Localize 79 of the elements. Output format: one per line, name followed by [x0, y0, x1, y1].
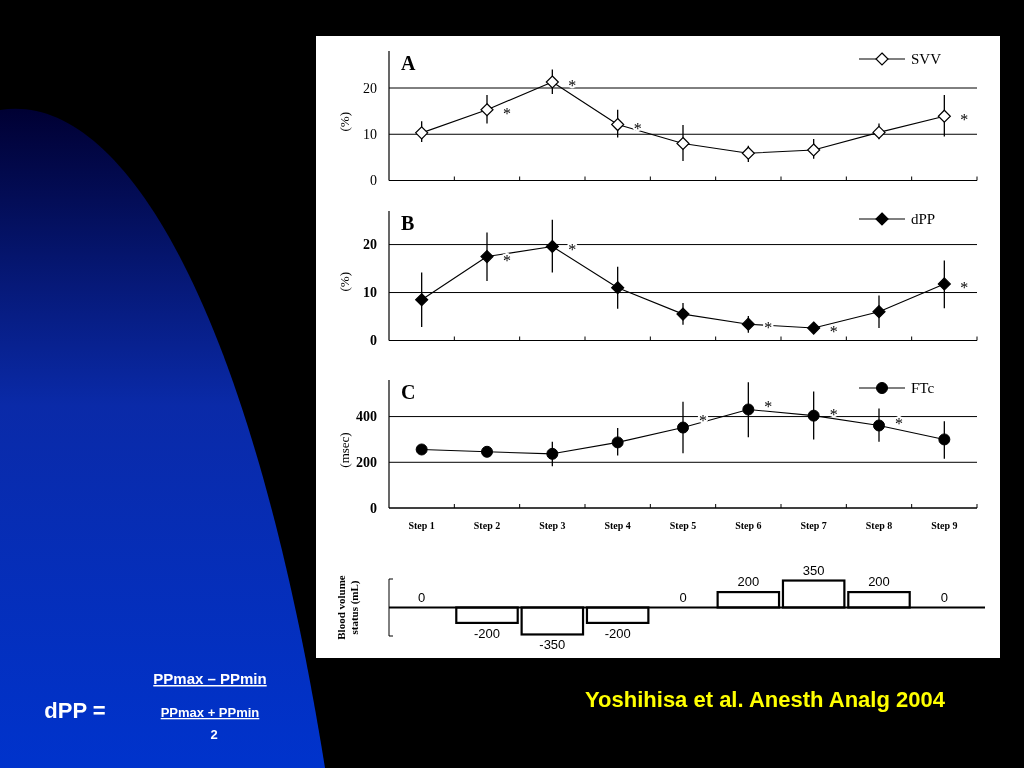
annotation: * — [568, 76, 577, 94]
point — [545, 239, 559, 254]
x-tick-label: Step 2 — [473, 520, 501, 531]
point — [938, 433, 951, 446]
text: PPmax – PPmin — [153, 670, 267, 687]
point — [742, 403, 755, 416]
y-tick-label: 0 — [370, 173, 377, 189]
point — [415, 293, 429, 307]
point — [415, 126, 429, 140]
x-tick-label: Step 3 — [539, 520, 566, 531]
chart-title: B — [401, 212, 415, 234]
text: PPmax + PPmin — [160, 705, 260, 720]
point — [480, 103, 494, 117]
point — [937, 109, 951, 123]
y-axis-title: (msec) — [337, 432, 352, 468]
point — [807, 143, 821, 157]
annotation: * — [960, 278, 969, 296]
text: 2 — [210, 727, 218, 742]
point — [872, 125, 886, 139]
x-tick-label: Step 4 — [604, 520, 631, 531]
annotation: * — [633, 119, 642, 137]
point — [741, 317, 755, 331]
data-label: 200 — [868, 574, 890, 590]
y-tick-label: 10 — [363, 127, 377, 143]
annotation: * — [895, 415, 903, 432]
annotation: * — [960, 111, 969, 129]
data-label: -200 — [604, 625, 631, 641]
x-tick-label: Step 9 — [931, 520, 958, 531]
legend-label: dPP — [911, 211, 936, 228]
x-tick-label: Step 7 — [800, 520, 827, 531]
point — [676, 307, 690, 321]
data-label: 0 — [418, 589, 426, 605]
data-label: 350 — [802, 562, 825, 578]
data-label: 0 — [940, 589, 948, 605]
data-label: -200 — [473, 625, 501, 641]
point — [873, 419, 885, 432]
annotation: * — [764, 397, 773, 415]
point — [415, 443, 428, 456]
data-label: 200 — [737, 574, 760, 590]
point — [611, 436, 624, 449]
y-tick-label: 400 — [356, 409, 377, 425]
point — [807, 409, 820, 422]
point — [872, 305, 886, 319]
point — [546, 447, 559, 460]
x-tick-label: Step 6 — [735, 520, 762, 531]
chart-title: C — [401, 381, 416, 403]
x-tick-label: Step 8 — [865, 520, 893, 531]
y-tick-label: 0 — [370, 500, 377, 516]
x-tick-label: Step 5 — [669, 520, 697, 531]
point — [545, 75, 559, 89]
y-tick-label: 20 — [363, 237, 377, 253]
y-tick-label: 200 — [356, 455, 377, 471]
point — [676, 136, 690, 151]
point — [807, 321, 821, 335]
point — [937, 277, 951, 291]
x-tick-label: Step 1 — [408, 520, 435, 531]
y-tick-label: 0 — [370, 333, 377, 349]
point — [480, 249, 494, 264]
chart-title: A — [401, 52, 416, 74]
annotation: * — [568, 241, 577, 259]
point — [677, 421, 689, 434]
text: dPP = — [44, 698, 106, 723]
annotation: * — [829, 405, 838, 423]
annotation: * — [829, 323, 838, 341]
y-tick-label: 10 — [363, 285, 377, 301]
annotation: * — [503, 104, 511, 122]
y-axis-title: (%) — [337, 112, 352, 132]
legend-label: FTc — [911, 380, 935, 397]
point — [611, 281, 625, 295]
y-axis-title: Blood volume status (mL) — [335, 575, 361, 640]
data-label: -350 — [539, 637, 566, 653]
y-tick-label: 20 — [363, 80, 377, 96]
y-axis-title: (%) — [337, 272, 352, 292]
point — [611, 117, 625, 132]
point — [481, 445, 493, 458]
data-label: 0 — [679, 589, 687, 605]
annotation: * — [503, 251, 511, 269]
text: Yoshihisa et al. Anesth Analg 2004 — [585, 687, 946, 712]
legend-label: SVV — [911, 51, 942, 68]
